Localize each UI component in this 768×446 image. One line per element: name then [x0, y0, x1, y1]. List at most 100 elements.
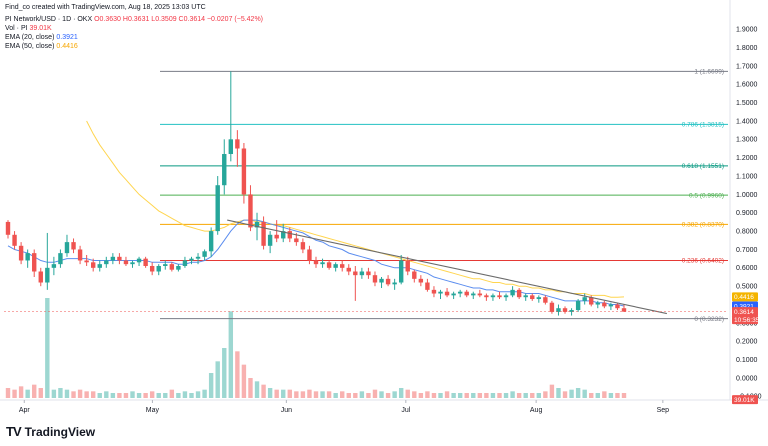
volume-bar	[346, 393, 351, 398]
candle-body	[412, 271, 417, 279]
volume-bar	[490, 393, 496, 398]
time-axis[interactable]: Apr May Jun Jul Aug Sep	[19, 400, 669, 414]
symbol-text[interactable]: PI Network/USD · 1D · OKX	[5, 16, 93, 23]
volume-bar	[510, 391, 515, 398]
candle-body	[300, 242, 306, 250]
candle-body	[608, 304, 614, 307]
volume-bar	[556, 388, 561, 398]
created-by-text: Find_co created with TradingView.com, Au…	[5, 4, 206, 11]
volume-bar	[281, 389, 286, 398]
candle-body	[281, 231, 286, 239]
volume-bar	[431, 393, 437, 398]
candle-body	[12, 234, 17, 246]
candle-body	[130, 262, 135, 265]
price-axis[interactable]: 1.9000 1.8000 1.7000 1.6000 1.5000 1.4000 1.30…	[736, 27, 762, 401]
candle-body	[84, 260, 89, 263]
volume-bar	[412, 391, 417, 398]
candle-body	[58, 253, 63, 265]
time-axis-tick: Aug	[530, 407, 543, 414]
ema50-legend[interactable]: EMA (50, close) 0.4416	[5, 42, 78, 51]
candle-body	[530, 295, 535, 300]
volume-bar	[372, 389, 378, 398]
volume-bar	[392, 391, 397, 398]
candle-body	[379, 278, 384, 283]
candle-body	[602, 302, 607, 307]
volume-bar	[340, 391, 345, 398]
tradingview-logo[interactable]: TV TradingView	[6, 424, 95, 439]
ema20-legend[interactable]: EMA (20, close) 0.3921	[5, 33, 78, 42]
volume-bar	[215, 361, 220, 398]
candle-body	[32, 253, 37, 272]
volume-bar	[615, 393, 620, 398]
fib-retracement[interactable]: 1 (1.6699) 0.786 (1.3815) 0.618 (1.1551) 0.…	[160, 69, 728, 323]
volume-bar	[523, 393, 528, 398]
candle-body	[556, 308, 561, 312]
candle-body	[385, 278, 391, 285]
volume-bar	[543, 391, 548, 398]
price-tag-box	[732, 395, 758, 405]
volume-bar	[228, 311, 234, 398]
candle-body	[372, 275, 378, 283]
volume-legend[interactable]: Vol · PI 39.01K	[5, 24, 52, 33]
candle-body	[38, 271, 43, 283]
candle-body	[575, 300, 581, 311]
candle-body	[195, 256, 201, 259]
candle-body	[97, 264, 102, 268]
price-axis-tick: 1.9000	[736, 27, 758, 34]
price-axis-tick: 0.2000	[736, 339, 758, 346]
candle-body	[104, 260, 109, 265]
volume-bar	[248, 378, 253, 398]
tradingview-logo-mark: TV	[6, 424, 22, 439]
ema20-legend-label: EMA (20, close)	[5, 34, 55, 41]
volume-bar	[444, 391, 450, 398]
candle-body	[326, 262, 332, 268]
price-axis-tick: 0.8000	[736, 229, 758, 236]
volume-bar	[313, 391, 319, 398]
descending-trendline[interactable]	[227, 219, 667, 315]
volume-bar	[64, 389, 70, 398]
candle-body	[163, 264, 168, 266]
volume-bar	[149, 391, 155, 398]
candle-body	[149, 265, 155, 272]
candle-body	[64, 242, 70, 254]
symbol-line: PI Network/USD · 1D · OKX O0.3630 H0.363…	[5, 15, 263, 24]
volume-bar	[143, 393, 148, 398]
candle-body	[169, 264, 175, 270]
volume-bars	[5, 298, 627, 398]
candle-body	[431, 289, 437, 294]
volume-bar	[366, 393, 371, 398]
ema50-legend-label: EMA (50, close)	[5, 43, 55, 50]
fib-level-label: 0 (0.3232)	[694, 316, 724, 323]
price-axis-tick: 0.7000	[736, 247, 758, 254]
volume-bar	[71, 391, 76, 398]
candle-body	[549, 302, 555, 312]
volume-bar	[608, 393, 614, 398]
candle-body	[287, 231, 292, 239]
candle-body	[464, 291, 469, 296]
price-tag-label: 0.3614	[734, 309, 754, 316]
candle-body	[117, 256, 122, 261]
candle-body	[261, 221, 266, 246]
candle-body	[398, 260, 404, 283]
volume-bar	[425, 391, 430, 398]
volume-bar	[359, 391, 365, 398]
volume-bar	[45, 298, 50, 398]
volume-bar	[222, 348, 227, 398]
volume-bar	[241, 364, 247, 398]
trendline[interactable]	[227, 219, 667, 315]
candle-body	[451, 293, 456, 296]
price-axis-tick: 1.4000	[736, 118, 758, 125]
candle-body	[313, 260, 319, 265]
volume-bar	[438, 393, 443, 398]
candle-body	[497, 295, 502, 298]
ema50-legend-value: 0.4416	[56, 43, 78, 50]
candles	[5, 71, 627, 316]
volume-bar	[516, 393, 522, 398]
volume-bar	[484, 393, 489, 398]
volume-bar	[287, 389, 292, 398]
volume-bar	[12, 389, 17, 398]
candle-body	[536, 297, 542, 300]
volume-bar	[353, 393, 358, 398]
candle-body	[241, 148, 247, 195]
